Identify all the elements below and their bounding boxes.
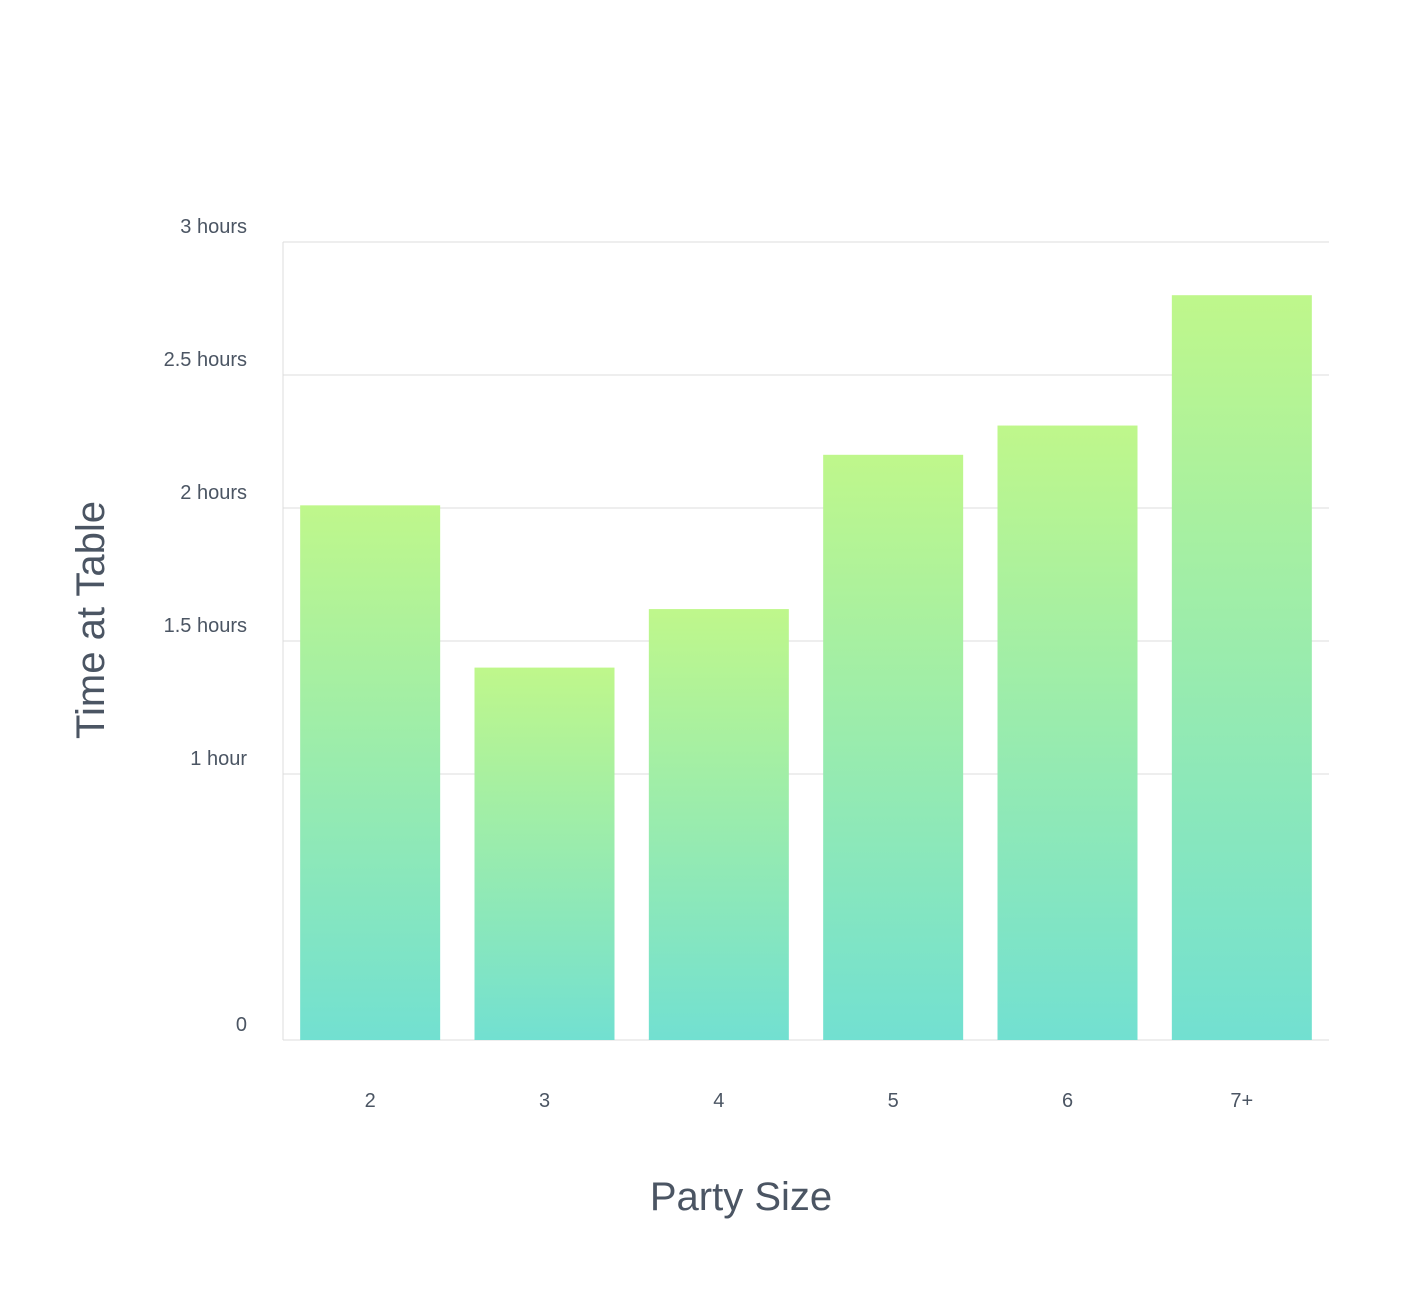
bar-4 (648, 609, 789, 1040)
x-tick-label: 5 (888, 1090, 899, 1112)
bar-5 (823, 454, 964, 1040)
y-axis-ticks: 0 1 hour 1.5 hours 2 hours 2.5 hours 3 hours (164, 216, 248, 1036)
y-tick-label: 2.5 hours (164, 349, 247, 371)
y-tick-label: 2 hours (180, 482, 247, 504)
y-tick-label: 0 (236, 1014, 247, 1036)
bar-6 (997, 425, 1138, 1040)
y-tick-label: 3 hours (180, 216, 247, 238)
y-tick-label: 1.5 hours (164, 615, 247, 637)
gridlines (282, 241, 1329, 1041)
x-tick-label: 3 (539, 1090, 550, 1112)
bar-7+ (1171, 295, 1312, 1040)
y-axis-title: Time at Table (69, 501, 113, 739)
y-tick-label: 1 hour (190, 748, 247, 770)
x-axis-title: Party Size (650, 1175, 832, 1219)
bars (300, 295, 1312, 1041)
x-tick-label: 4 (713, 1090, 724, 1112)
bar-3 (474, 667, 615, 1040)
x-tick-label: 2 (365, 1090, 376, 1112)
x-tick-label: 6 (1062, 1090, 1073, 1112)
x-tick-label: 7+ (1230, 1090, 1253, 1112)
bar-2 (300, 505, 441, 1041)
x-axis-ticks: 2 3 4 5 6 7+ (365, 1090, 1254, 1112)
